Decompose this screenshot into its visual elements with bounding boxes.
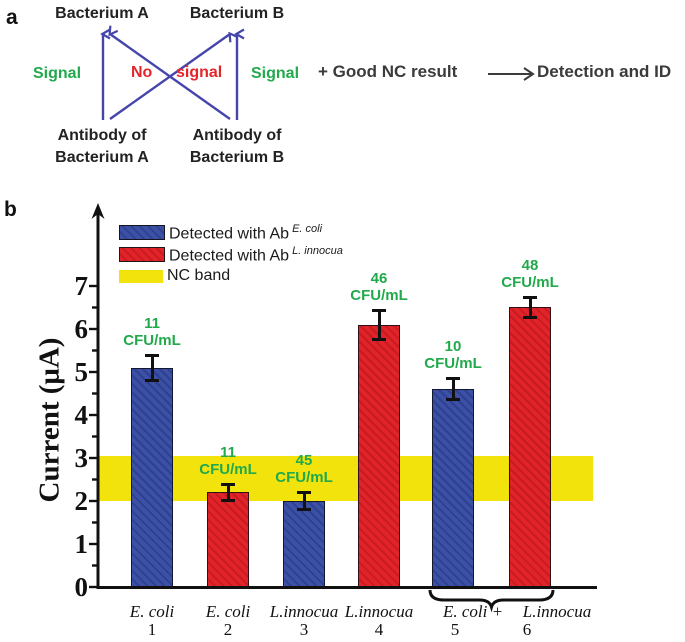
antibody-a-line1: Antibody of bbox=[57, 127, 147, 144]
panel-a-label: a bbox=[6, 6, 18, 29]
bacterium-a-label: Bacterium A bbox=[55, 5, 149, 22]
bar-annotation-6: 48 CFU/mL bbox=[501, 256, 559, 291]
xcat-number-3: 3 bbox=[299, 620, 309, 639]
bacterium-b-label: Bacterium B bbox=[189, 5, 285, 22]
error-bar-1 bbox=[150, 354, 154, 381]
antibody-b-line2: Bacterium B bbox=[189, 149, 285, 166]
bar-annotation-5: 10 CFU/mL bbox=[424, 338, 482, 373]
antibody-b-line1: Antibody of bbox=[192, 127, 282, 144]
xcat-label-1: E. coli bbox=[129, 602, 175, 621]
legend-item-linnocua: Detected with Ab L. innocua bbox=[119, 245, 343, 265]
error-cap-top-4 bbox=[372, 308, 386, 312]
error-cap-top-5 bbox=[446, 377, 460, 381]
bar-3-blue bbox=[283, 501, 325, 587]
ytick-label-0: 0 bbox=[74, 572, 89, 602]
bar-6-red bbox=[509, 307, 551, 587]
ytick-label-4: 4 bbox=[74, 400, 89, 430]
bar-annotation-4: 46 CFU/mL bbox=[350, 269, 408, 304]
xcat-number-6: 6 bbox=[522, 620, 532, 639]
xcat-label-3: L.innocua bbox=[269, 602, 339, 621]
legend-swatch-red-hatch-icon bbox=[119, 246, 165, 262]
error-cap-bottom-2 bbox=[221, 499, 235, 502]
result-arrow-icon bbox=[488, 67, 535, 81]
xcat-label-6: L.innocua bbox=[522, 602, 592, 621]
bar-5-blue bbox=[432, 389, 474, 587]
error-cap-top-2 bbox=[221, 482, 235, 486]
ytick-label-1: 1 bbox=[74, 529, 89, 559]
xcat-number-4: 4 bbox=[374, 620, 384, 639]
bar-2-red bbox=[207, 492, 249, 587]
legend-item-ecoli: Detected with Ab E. coli bbox=[119, 223, 322, 243]
legend-label: NC band bbox=[167, 267, 231, 284]
error-bar-4 bbox=[377, 309, 381, 340]
ytick-label-5: 5 bbox=[74, 357, 89, 387]
detection-id-text: Detection and ID bbox=[537, 62, 672, 81]
error-cap-top-3 bbox=[297, 491, 311, 495]
xcat-label-4: L.innocua bbox=[344, 602, 414, 621]
panel-b-label: b bbox=[4, 198, 17, 221]
ytick-label-6: 6 bbox=[74, 314, 89, 344]
error-bar-3 bbox=[302, 492, 306, 510]
bar-annotation-2: 11 CFU/mL bbox=[199, 443, 257, 478]
xcat-label-2: E. coli bbox=[205, 602, 251, 621]
signal-right-label: Signal bbox=[251, 65, 300, 82]
xcat-number-5: 5 bbox=[450, 620, 460, 639]
bar-1-blue bbox=[131, 368, 173, 587]
error-cap-bottom-1 bbox=[145, 378, 159, 382]
xcat-number-1: 1 bbox=[147, 620, 157, 639]
error-cap-bottom-5 bbox=[446, 397, 460, 401]
bar-annotation-1: 11 CFU/mL bbox=[123, 314, 181, 349]
error-cap-top-1 bbox=[145, 353, 159, 357]
xcat-label-5: E. coli + bbox=[442, 602, 504, 621]
error-bar-6 bbox=[528, 296, 532, 319]
error-cap-bottom-4 bbox=[372, 337, 386, 341]
ytick-label-7: 7 bbox=[74, 271, 89, 301]
error-bar-5 bbox=[451, 378, 455, 400]
good-nc-result-text: + Good NC result bbox=[318, 62, 458, 81]
ytick-label-3: 3 bbox=[74, 443, 89, 473]
xcat-number-2: 2 bbox=[223, 620, 233, 639]
antibody-a-line2: Bacterium A bbox=[55, 149, 149, 166]
no-signal-word-no: No bbox=[131, 64, 153, 81]
error-cap-top-6 bbox=[523, 295, 537, 299]
bar-annotation-3: 45 CFU/mL bbox=[275, 452, 333, 487]
bar-4-red bbox=[358, 325, 400, 587]
ytick-label-2: 2 bbox=[74, 486, 89, 516]
error-cap-bottom-3 bbox=[297, 507, 311, 511]
legend-label: Detected with Ab E. coli bbox=[169, 223, 323, 243]
y-axis-arrowhead-icon bbox=[91, 203, 105, 219]
legend-swatch-yellow-icon bbox=[119, 269, 163, 283]
signal-left-label: Signal bbox=[33, 65, 82, 82]
legend-swatch-blue-hatch-icon bbox=[119, 224, 165, 240]
legend-item-nc-band: NC band bbox=[119, 267, 231, 284]
error-cap-bottom-6 bbox=[523, 316, 537, 320]
legend-label: Detected with Ab L. innocua bbox=[169, 245, 343, 265]
error-bar-2 bbox=[226, 483, 230, 501]
no-signal-word-signal: signal bbox=[176, 64, 223, 81]
